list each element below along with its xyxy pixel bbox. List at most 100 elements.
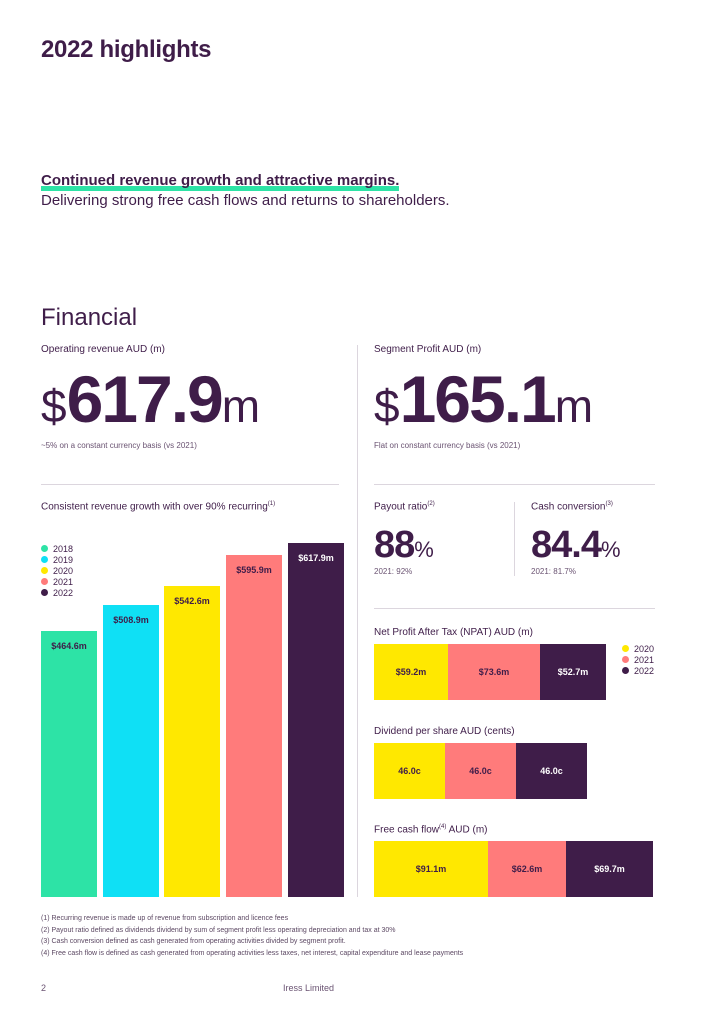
revenue-chart-title: Consistent revenue growth with over 90% …	[41, 501, 275, 512]
lead-subline: Delivering strong free cash flows and re…	[41, 192, 450, 209]
revenue-bar-label-2019: $508.9m	[113, 615, 149, 625]
divider-right	[374, 484, 655, 485]
company-name: Iress Limited	[283, 983, 335, 993]
revenue-bar-2020	[164, 586, 220, 897]
fcf-title-sup: (4)	[439, 824, 447, 830]
revenue-currency: $	[41, 380, 67, 432]
segment-note: Flat on constant currency basis (vs 2021…	[374, 441, 521, 450]
divider-left	[41, 484, 339, 485]
npat-segment-2020: $59.2m	[374, 644, 448, 700]
legend-dot	[41, 567, 48, 574]
revenue-bar-chart: $464.6m $508.9m $542.6m $595.9m $617.9m	[41, 530, 344, 897]
cash-conversion-unit: %	[600, 537, 621, 562]
divider-right-2	[374, 608, 655, 609]
legend-dot	[622, 656, 629, 663]
legend-label: 2021	[634, 654, 655, 665]
column-divider	[357, 345, 358, 897]
cash-conversion-label-sup: (3)	[605, 501, 613, 507]
revenue-chart-title-text: Consistent revenue growth with over 90% …	[41, 501, 268, 513]
npat-legend-item-2021: 2021	[622, 654, 654, 665]
npat-legend-item-2022: 2022	[622, 665, 654, 676]
legend-label: 2018	[53, 543, 74, 554]
legend-label: 2019	[53, 554, 74, 565]
footnote-3: (3) Cash conversion defined as cash gene…	[41, 938, 346, 945]
legend-label: 2020	[634, 643, 655, 654]
fcf-title-suffix: AUD (m)	[448, 824, 488, 836]
fcf-bar: $91.1m $62.6m $69.7m	[374, 841, 653, 897]
legend-dot	[41, 578, 48, 585]
cash-conversion-prior: 2021: 81.7%	[531, 567, 576, 576]
revenue-bar-2021	[226, 555, 282, 897]
section-heading: Financial	[41, 304, 138, 331]
legend-label: 2022	[634, 665, 655, 676]
legend-item-2018: 2018	[41, 543, 73, 554]
legend-dot	[41, 545, 48, 552]
legend-label: 2021	[53, 576, 74, 587]
payout-prior: 2021: 92%	[374, 567, 413, 576]
revenue-bar-label-2018: $464.6m	[51, 641, 87, 651]
revenue-unit: m	[221, 380, 261, 432]
cash-conversion-value: 84.4%	[531, 526, 621, 564]
footnote-2: (2) Payout ratio defined as dividends di…	[41, 926, 396, 934]
segment-value: $165.1m	[374, 366, 593, 432]
legend-item-2022: 2022	[41, 587, 73, 598]
dividend-segment-2022: 46.0c	[516, 743, 587, 799]
npat-bar: $59.2m $73.6m $52.7m	[374, 644, 606, 700]
payout-label-text: Payout ratio	[374, 501, 428, 513]
footnote-4: (4) Free cash flow is defined as cash ge…	[41, 949, 464, 957]
cash-conversion-number: 84.4	[531, 524, 602, 566]
legend-dot	[41, 589, 48, 596]
cash-conversion-label: Cash conversion(3)	[531, 501, 613, 512]
revenue-bar-2018	[41, 631, 97, 897]
legend-item-2020: 2020	[41, 565, 73, 576]
lead-headline: Continued revenue growth and attractive …	[41, 172, 400, 191]
legend-item-2021: 2021	[41, 576, 73, 587]
page-title: 2022 highlights	[41, 36, 212, 63]
revenue-note: ~5% on a constant currency basis (vs 202…	[41, 441, 197, 450]
segment-unit: m	[554, 380, 594, 432]
revenue-label: Operating revenue AUD (m)	[41, 344, 165, 355]
revenue-chart-title-sup: (1)	[267, 501, 276, 507]
fcf-segment-2022: $69.7m	[566, 841, 653, 897]
segment-label: Segment Profit AUD (m)	[374, 344, 482, 355]
footnotes: (1) Recurring revenue is made up of reve…	[41, 913, 463, 959]
fcf-title: Free cash flow(4) AUD (m)	[374, 824, 488, 835]
segment-number: 165.1	[399, 362, 557, 436]
dividend-segment-2021: 46.0c	[445, 743, 516, 799]
payout-label: Payout ratio(2)	[374, 501, 435, 512]
revenue-bar-2022	[288, 543, 344, 897]
npat-legend-item-2020: 2020	[622, 643, 654, 654]
kpi-divider	[514, 502, 515, 576]
legend-dot	[622, 645, 629, 652]
npat-legend: 2020 2021 2022	[622, 643, 654, 676]
payout-label-sup: (2)	[427, 501, 435, 507]
revenue-bar-label-2022: $617.9m	[298, 553, 334, 563]
dividend-bar: 46.0c 46.0c 46.0c	[374, 743, 587, 799]
revenue-value: $617.9m	[41, 366, 260, 432]
revenue-bar-label-2021: $595.9m	[236, 565, 272, 575]
payout-unit: %	[414, 537, 434, 562]
legend-item-2019: 2019	[41, 554, 73, 565]
legend-dot	[41, 556, 48, 563]
revenue-number: 617.9	[66, 362, 224, 436]
cash-conversion-label-text: Cash conversion	[531, 501, 606, 513]
fcf-segment-2021: $62.6m	[488, 841, 566, 897]
page-number: 2	[41, 983, 47, 993]
fcf-segment-2020: $91.1m	[374, 841, 488, 897]
dividend-title: Dividend per share AUD (cents)	[374, 726, 515, 737]
footnote-1: (1) Recurring revenue is made up of reve…	[41, 915, 289, 922]
revenue-chart-legend: 2018 2019 2020 2021 2022	[41, 543, 73, 598]
revenue-bar-label-2020: $542.6m	[174, 596, 210, 606]
fcf-title-text: Free cash flow	[374, 824, 440, 836]
payout-number: 88	[374, 524, 415, 566]
revenue-bar-2019	[103, 605, 159, 897]
npat-segment-2022: $52.7m	[540, 644, 606, 700]
legend-label: 2020	[53, 565, 74, 576]
payout-value: 88%	[374, 526, 434, 564]
npat-title: Net Profit After Tax (NPAT) AUD (m)	[374, 627, 533, 638]
legend-label: 2022	[53, 587, 74, 598]
legend-dot	[622, 667, 629, 674]
dividend-segment-2020: 46.0c	[374, 743, 445, 799]
segment-currency: $	[374, 380, 400, 432]
npat-segment-2021: $73.6m	[448, 644, 540, 700]
